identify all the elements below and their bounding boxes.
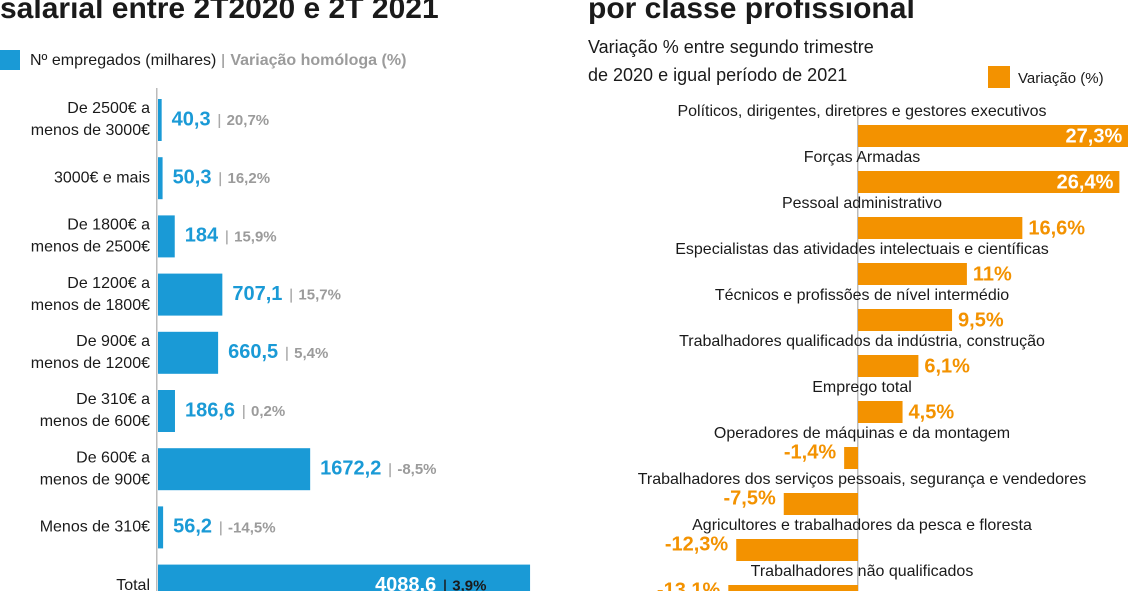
legend-label: Variação (%) [1018,70,1104,87]
variation-label: 5,4% [294,345,328,362]
value-label: 707,1 [232,283,282,305]
bar [158,99,162,141]
value-label: -7,5% [724,487,776,509]
value-label: -13,1% [657,579,721,591]
category-label: Trabalhadores dos serviços pessoais, seg… [638,471,1087,488]
value-label: 50,3 [173,166,212,188]
category-label: Pessoal administrativo [782,195,942,212]
value-label: 9,5% [958,309,1004,331]
category-label: 3000€ e mais [54,169,150,186]
value-label: 26,4% [1057,171,1114,193]
value-label: -1,4% [784,441,836,463]
legend-swatch [988,66,1010,88]
category-label: Menos de 310€ [40,519,150,536]
category-label: menos de 600€ [40,413,150,430]
value-label: 11% [973,263,1012,285]
category-label: menos de 1200€ [31,355,150,372]
separator [222,54,224,68]
bar [858,263,967,285]
bar [158,273,223,316]
value-label: 1672,2 [320,457,381,479]
category-label: De 900€ a [76,333,150,350]
category-label: menos de 1800€ [31,297,150,314]
variation-label: -8,5% [397,461,436,478]
category-label: De 2500€ a [67,100,150,117]
category-label: menos de 3000€ [31,122,150,139]
bar [858,125,1128,147]
variation-label: 16,2% [228,170,271,187]
category-label: Políticos, dirigentes, diretores e gesto… [677,103,1046,120]
bar [858,309,953,331]
value-label: 27,3% [1066,125,1123,147]
separator [226,230,228,245]
value-label: 4088,6 [375,574,436,591]
value-label: 660,5 [228,341,278,363]
separator [444,579,446,591]
category-label: menos de 900€ [40,471,150,488]
category-label: Total [116,577,150,591]
category-label: Trabalhadores qualificados da indústria,… [679,333,1045,350]
category-label: Especialistas das atividades intelectuai… [675,241,1049,258]
bar [736,539,858,561]
bar [158,157,163,200]
subtitle: Variação % entre segundo trimestre [588,37,874,57]
axis-line [156,88,158,591]
variation-label: 20,7% [227,112,270,129]
bar [158,331,219,374]
value-label: 56,2 [173,516,212,538]
category-label: Trabalhadores não qualificados [751,563,974,580]
chart-title: por classe profissional [588,0,915,25]
separator [220,521,222,536]
variation-label: 15,7% [298,287,341,304]
category-label: Emprego total [812,379,912,396]
bar [158,506,164,549]
bar [158,448,311,491]
zero-line [857,105,859,591]
value-label: 184 [185,225,219,247]
bar [858,217,1023,239]
bar [858,355,919,377]
bar [158,564,531,591]
variation-label: 3,9% [452,578,486,591]
value-label: 186,6 [185,399,235,421]
bar [158,215,175,258]
subtitle: de 2020 e igual período de 2021 [588,65,847,85]
category-label: De 310€ a [76,391,150,408]
category-label: Forças Armadas [804,149,920,166]
variation-label: 0,2% [251,403,285,420]
value-label: 4,5% [909,401,955,423]
value-label: 40,3 [172,108,211,130]
separator [286,346,288,361]
variation-label: -14,5% [228,519,276,536]
category-label: De 1200€ a [67,275,150,292]
value-label: -12,3% [665,533,729,555]
category-label: Agricultores e trabalhadores da pesca e … [692,517,1032,534]
chart-title: salarial entre 2T2020 e 2T 2021 [0,0,439,25]
bar [844,447,858,469]
bar [858,401,903,423]
separator [243,405,245,419]
variation-label: 15,9% [234,228,277,245]
bar [783,493,858,515]
category-label: Operadores de máquinas e da montagem [714,425,1010,442]
bar [858,171,1120,193]
category-label: menos de 2500€ [31,239,150,256]
legend-label: Nº empregados (milhares) [30,52,216,69]
separator [290,288,292,303]
separator [218,114,221,128]
category-label: De 600€ a [76,449,150,466]
separator [389,463,391,478]
legend-label: Variação homóloga (%) [230,52,406,69]
legend-swatch [0,50,20,70]
bar [728,585,858,591]
value-label: 6,1% [924,355,970,377]
category-label: Técnicos e profissões de nível intermédi… [715,287,1009,304]
value-label: 16,6% [1028,217,1085,239]
separator [219,172,222,187]
bar [158,390,175,432]
category-label: De 1800€ a [67,217,150,234]
